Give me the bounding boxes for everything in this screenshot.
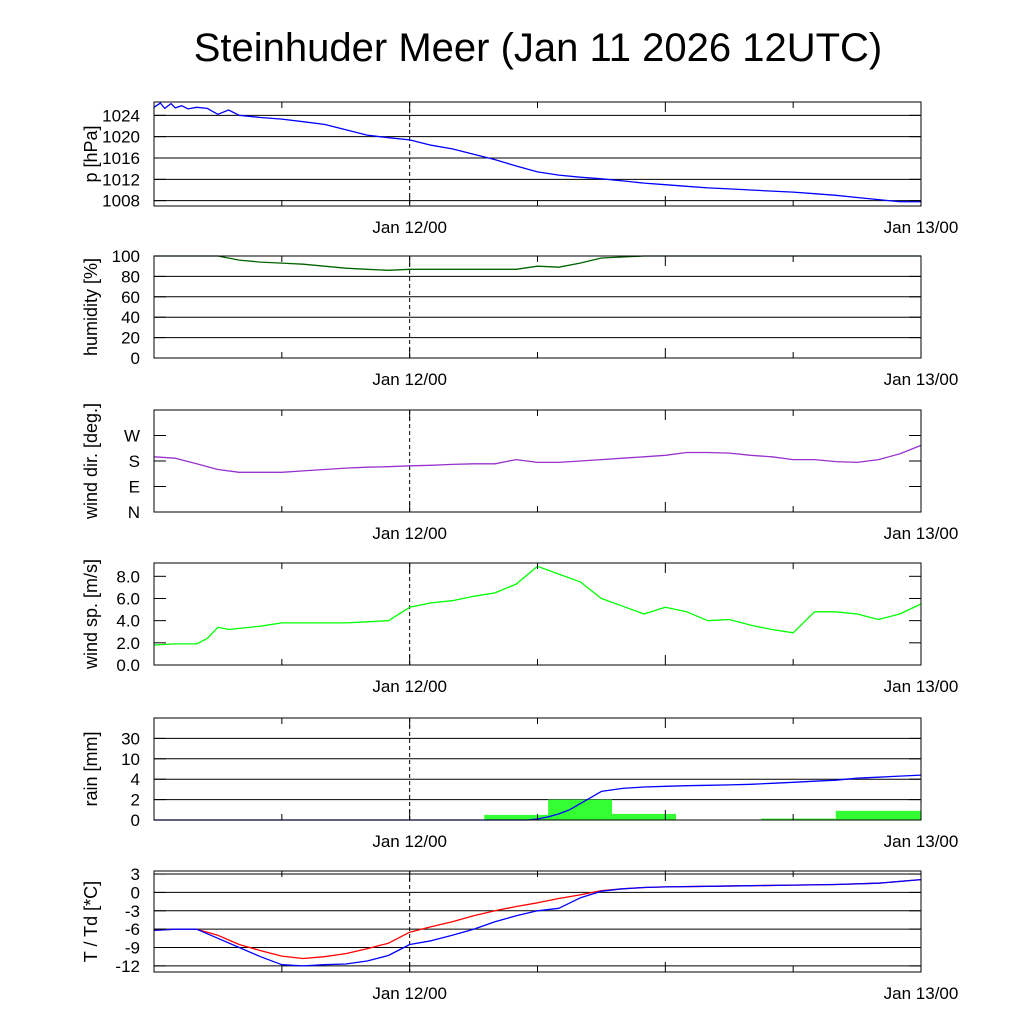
- y-tick-label: S: [129, 452, 140, 471]
- y-tick-label: 2: [131, 791, 140, 810]
- x-tick-label: Jan 13/00: [884, 677, 959, 696]
- rain-bar: [612, 813, 676, 820]
- panel-wind-speed: 0.0 2.0 4.0 6.0 8.0 Jan 12/00 Jan 13/00 wind sp…: [81, 559, 958, 696]
- series-line-accumulated-rain: [154, 774, 922, 821]
- y-axis-label: T / Td [*C]: [81, 881, 101, 962]
- y-axis-label: wind dir. [deg.]: [81, 403, 101, 520]
- x-tick-label: Jan 13/00: [884, 218, 959, 237]
- y-tick-label: -12: [115, 957, 140, 976]
- series-line-dewpoint: [153, 878, 922, 967]
- series-line-pressure: [153, 102, 921, 203]
- y-tick-label: 1024: [102, 106, 140, 125]
- y-tick-label: 0: [131, 811, 140, 830]
- y-tick-label: 1020: [102, 128, 140, 147]
- x-tick-label: Jan 12/00: [372, 524, 447, 543]
- y-tick-label: E: [129, 478, 140, 497]
- panel-rain: 02 410 30 Jan 12/00 Jan 13/00 rain [mm]: [81, 717, 959, 851]
- series-line-temperature: [153, 878, 922, 960]
- x-tick-label: Jan 13/00: [884, 832, 959, 851]
- plot-frame: [153, 255, 922, 359]
- x-tick-label: Jan 12/00: [372, 832, 447, 851]
- y-tick-label: 10: [121, 750, 140, 769]
- y-tick-label: 1012: [102, 170, 140, 189]
- y-tick-label: W: [124, 427, 140, 446]
- x-tick-label: Jan 12/00: [372, 984, 447, 1003]
- plot-frame: [153, 562, 922, 666]
- series-line-humidity: [154, 255, 921, 271]
- y-tick-label: 4: [131, 770, 140, 789]
- series-line-wind-speed: [153, 565, 922, 646]
- rain-bar: [761, 818, 836, 820]
- x-tick-label: Jan 13/00: [884, 370, 959, 389]
- panel-pressure: 1008 1012 1016 1020 1024 Jan 12/00 Jan 13/00 p …: [81, 101, 959, 237]
- rain-bar: [835, 810, 921, 820]
- y-tick-label: 8.0: [116, 567, 140, 586]
- y-tick-label: 20: [121, 329, 140, 348]
- plot-frame: [153, 717, 922, 821]
- y-axis-label: wind sp. [m/s]: [81, 559, 101, 670]
- rain-bar: [484, 814, 549, 820]
- plot-frame: [153, 870, 922, 973]
- panel-temperature-dewpoint: -12-9-6-303 Jan 12/00 Jan 13/00 T / Td [*C]: [81, 865, 958, 1003]
- y-axis-label: rain [mm]: [81, 731, 101, 806]
- y-tick-label: 2.0: [116, 634, 140, 653]
- y-tick-label: -9: [125, 939, 140, 958]
- y-tick-label: 3: [131, 865, 140, 884]
- rain-bar: [548, 799, 613, 820]
- y-axis-label: humidity [%]: [81, 258, 101, 356]
- y-tick-label: 30: [121, 729, 140, 748]
- x-tick-label: Jan 12/00: [372, 677, 447, 696]
- series-line-wind-direction: [153, 444, 922, 473]
- y-tick-label: 0: [131, 349, 140, 368]
- y-tick-label: 1008: [102, 192, 140, 211]
- x-tick-label: Jan 12/00: [372, 218, 447, 237]
- y-tick-label: 100: [112, 247, 140, 266]
- y-tick-label: -3: [125, 902, 140, 921]
- x-tick-label: Jan 13/00: [884, 524, 959, 543]
- y-axis-label: p [hPa]: [81, 125, 101, 182]
- y-tick-label: 6.0: [116, 589, 140, 608]
- y-tick-label: 80: [121, 267, 140, 286]
- y-tick-label: 0.0: [116, 656, 140, 675]
- x-tick-label: Jan 12/00: [372, 370, 447, 389]
- plot-frame: [153, 409, 922, 513]
- chart-title: Steinhuder Meer (Jan 11 2026 12UTC): [193, 26, 883, 70]
- y-tick-label: 1016: [102, 149, 140, 168]
- y-tick-label: 0: [131, 883, 140, 902]
- y-tick-label: N: [128, 503, 140, 522]
- y-tick-label: 4.0: [116, 612, 140, 631]
- x-tick-label: Jan 13/00: [884, 984, 959, 1003]
- y-tick-label: -6: [125, 920, 140, 939]
- y-tick-label: 40: [121, 308, 140, 327]
- y-tick-label: 60: [121, 288, 140, 307]
